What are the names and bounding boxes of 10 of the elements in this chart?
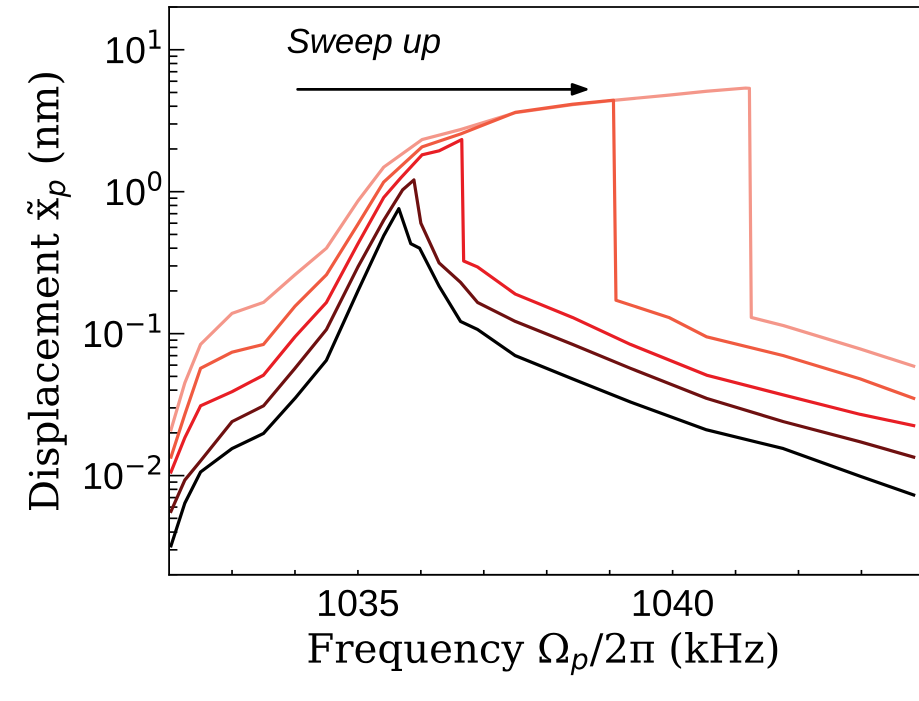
y-tick-label: 10$^{1}$ — [107, 30, 161, 64]
x-tick-label: 1040 — [634, 590, 713, 616]
y-axis-title: Displacement x̃$_{p}$ (nm) — [27, 73, 71, 510]
y-tick-label: 10$^{−2}$ — [84, 455, 160, 490]
annotation: Sweep up — [288, 28, 440, 60]
y-tick-label: 10$^{0}$ — [107, 171, 162, 206]
x-tick-label: 1035 — [319, 590, 398, 616]
line-series — [169, 178, 916, 513]
x-axis-title: Frequency Ω$_{p}$/2π (kHz) — [308, 632, 778, 676]
y-tick-label: 10$^{−1}$ — [84, 313, 160, 348]
